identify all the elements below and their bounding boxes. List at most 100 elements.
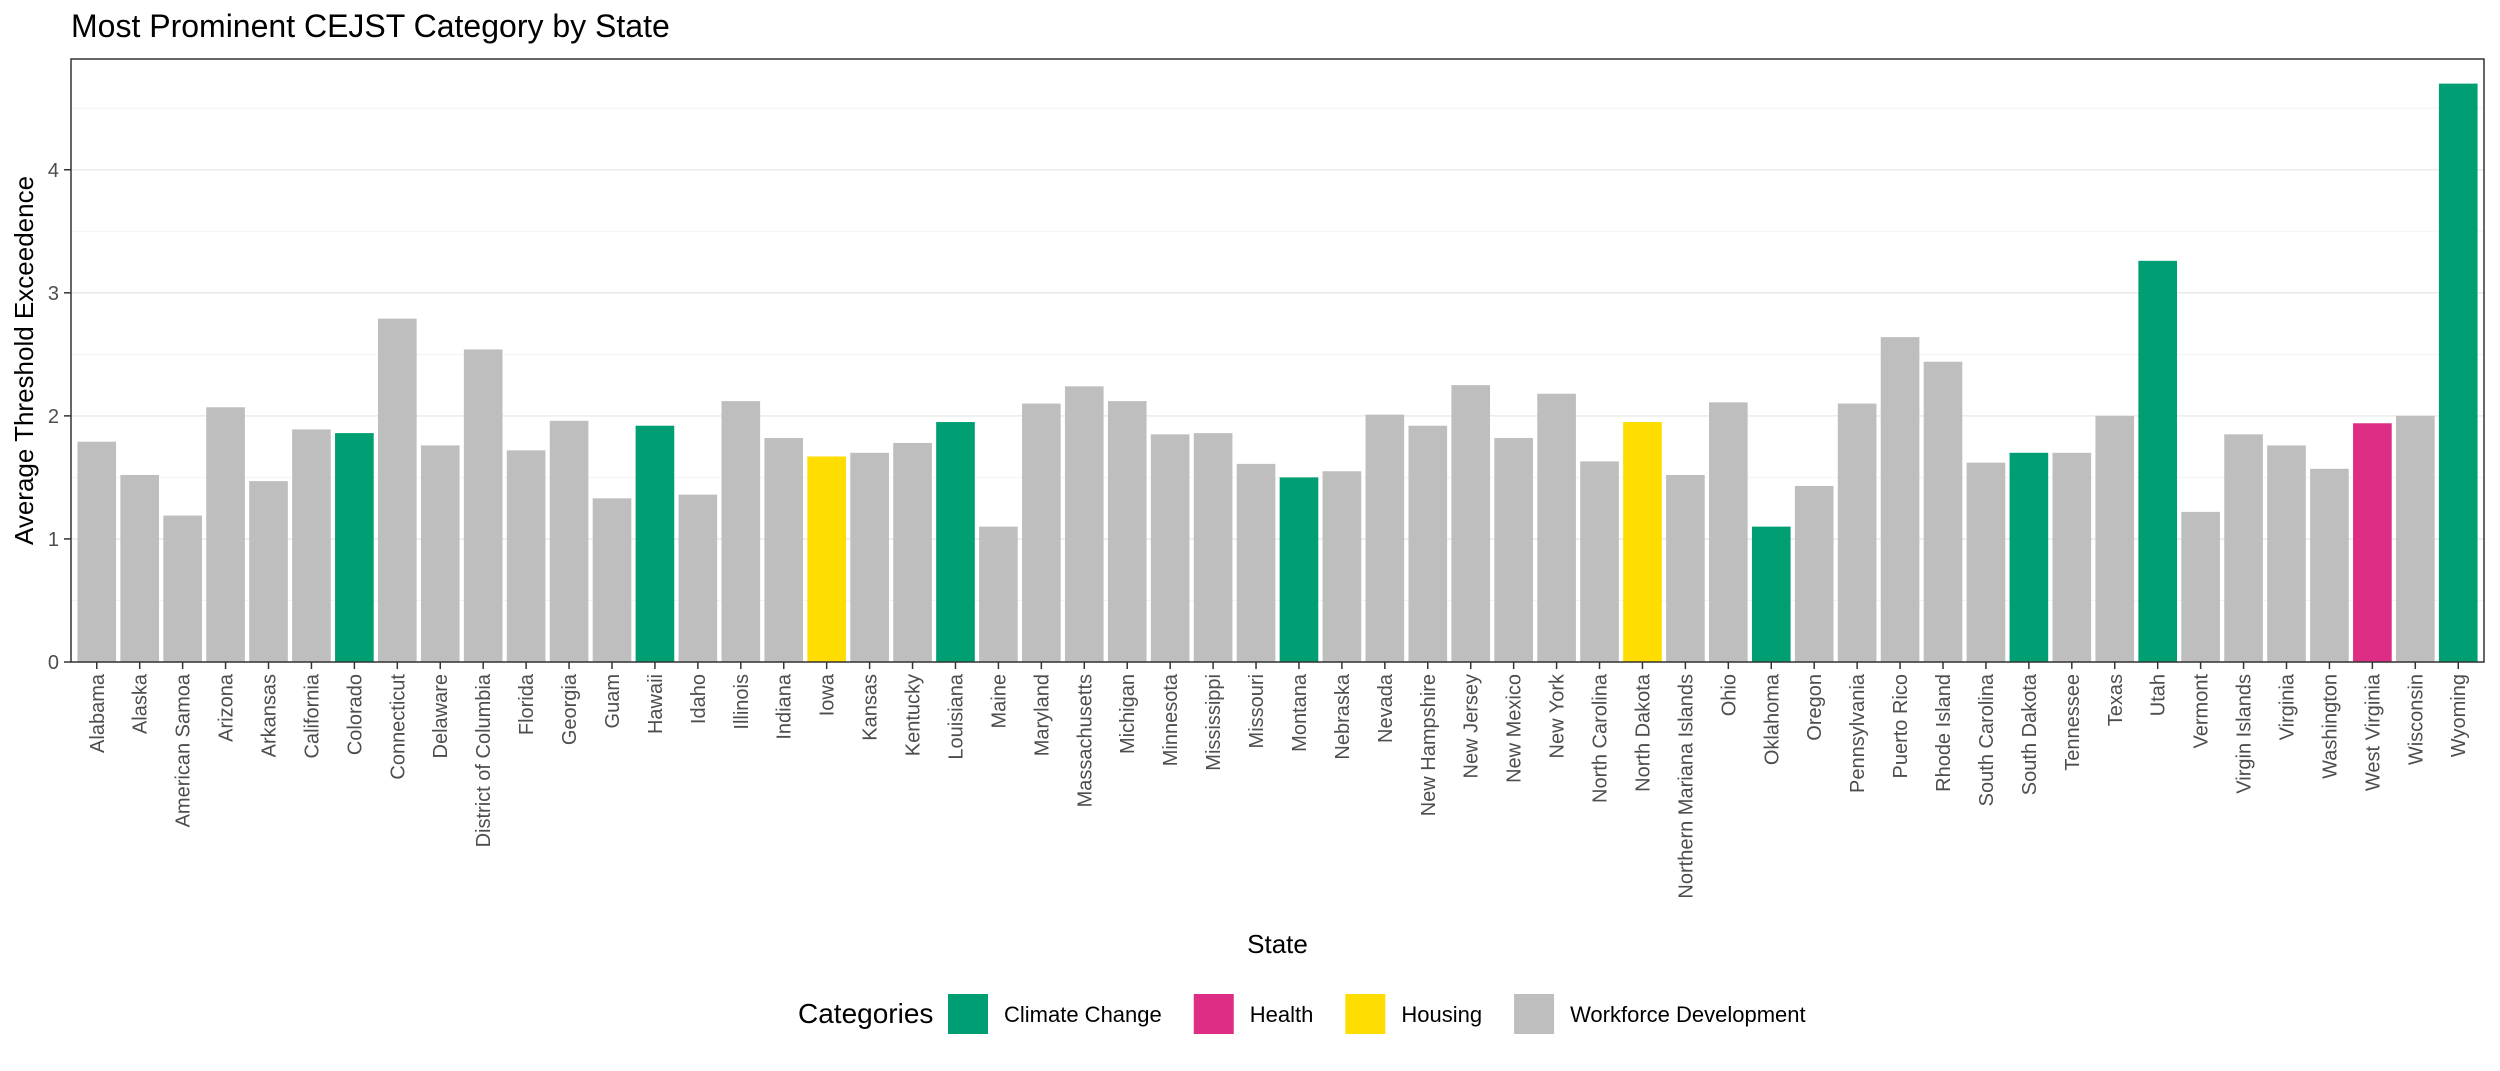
x-tick-label: Delaware [430, 674, 452, 758]
bar [2009, 452, 2049, 662]
legend-key [1193, 994, 1234, 1034]
x-tick-label: Idaho [688, 674, 710, 724]
x-tick-label: North Carolina [1590, 673, 1612, 803]
bar [206, 407, 245, 662]
bar [1365, 414, 1405, 662]
x-tick-label: Missouri [1246, 674, 1268, 748]
x-tick-label: West Virginia [2362, 673, 2384, 791]
x-tick-label: California [301, 673, 323, 758]
x-tick-label: Hawaii [645, 674, 667, 734]
bar [1064, 386, 1104, 662]
bar [1751, 526, 1791, 662]
chart-title: Most Prominent CEJST Category by State [71, 8, 670, 44]
x-tick-label: American Samoa [173, 673, 195, 827]
x-tick-label: South Dakota [2019, 673, 2041, 795]
x-tick-label: Northern Mariana Islands [1675, 674, 1697, 899]
legend-label: Climate Change [1004, 1002, 1162, 1027]
x-tick-label: New Mexico [1504, 674, 1526, 783]
legend: Categories Climate Change Health Housing Wor… [798, 994, 1806, 1034]
x-tick-label: Arizona [216, 673, 238, 742]
x-tick-label: Wisconsin [2405, 674, 2427, 765]
bar [1150, 434, 1190, 662]
bar [1408, 425, 1448, 662]
bar [463, 349, 503, 662]
x-tick-label: Nevada [1375, 673, 1397, 743]
x-tick-label: New Jersey [1461, 674, 1483, 778]
bar [979, 526, 1018, 662]
x-tick-label: Montana [1289, 673, 1311, 752]
x-axis: Alabama Alaska American Samoa Arizona Arkans… [87, 662, 2470, 899]
x-tick-label: Ohio [1718, 674, 1740, 716]
x-tick-label: Iowa [817, 673, 839, 716]
x-tick-label: Georgia [559, 673, 581, 745]
y-axis: 0 1 2 3 4 [48, 160, 71, 674]
bar [1193, 433, 1233, 662]
y-tick-label: 4 [48, 160, 59, 182]
bar [2395, 415, 2435, 662]
x-tick-label: Colorado [344, 674, 366, 755]
y-tick-label: 2 [48, 406, 59, 428]
bar [2310, 468, 2349, 662]
x-tick-label: Minnesota [1160, 673, 1182, 766]
x-tick-label: Connecticut [387, 674, 409, 780]
y-tick-label: 0 [48, 652, 59, 674]
bar [1794, 486, 1834, 662]
x-tick-label: Maine [988, 674, 1010, 728]
bar [1709, 402, 1748, 662]
bar [2353, 423, 2392, 662]
bar [936, 422, 975, 662]
bar [721, 401, 761, 662]
x-tick-label: New York [1547, 673, 1569, 758]
bar [1880, 337, 1920, 662]
x-tick-label: Louisiana [945, 673, 967, 760]
bar [2138, 260, 2178, 662]
bar [807, 456, 846, 662]
x-tick-label: Florida [516, 673, 538, 735]
x-tick-label: Rhode Island [1933, 674, 1955, 792]
bar [2181, 511, 2220, 662]
bar [1322, 471, 1362, 662]
bar [1923, 361, 1963, 662]
x-tick-label: Alabama [87, 673, 109, 753]
x-tick-label: Maryland [1031, 674, 1053, 756]
bar [2095, 415, 2135, 662]
x-tick-label: Virgin Islands [2234, 674, 2256, 794]
bar [1623, 422, 1662, 662]
bar [2438, 83, 2478, 662]
bar [764, 438, 804, 662]
x-tick-label: Michigan [1117, 674, 1139, 754]
x-tick-label: Arkansas [259, 674, 281, 757]
x-axis-title: State [1247, 929, 1308, 959]
x-tick-label: Wyoming [2448, 674, 2470, 757]
bar [1666, 474, 1705, 662]
x-tick-label: Pennsylvania [1847, 673, 1869, 793]
bar [678, 494, 718, 662]
x-tick-label: Oklahoma [1761, 673, 1783, 765]
bars [77, 83, 2478, 662]
bar [377, 318, 417, 662]
bar [1580, 461, 1619, 662]
y-tick-label: 3 [48, 283, 59, 305]
x-tick-label: District of Columbia [473, 673, 495, 847]
x-tick-label: Indiana [774, 673, 796, 739]
bar [506, 450, 546, 662]
legend-key [1514, 994, 1555, 1034]
x-tick-label: Alaska [130, 673, 152, 734]
bar [335, 433, 374, 662]
legend-label: Workforce Development [1570, 1002, 1806, 1027]
bar [592, 498, 632, 662]
bar [2267, 445, 2306, 662]
legend-label: Housing [1401, 1002, 1482, 1027]
legend-key [1345, 994, 1386, 1034]
x-tick-label: Virginia [2276, 673, 2298, 740]
bar [635, 425, 675, 662]
legend-label: Health [1250, 1002, 1314, 1027]
x-tick-label: Texas [2105, 674, 2127, 726]
bar [1022, 403, 1061, 662]
legend-title: Categories [798, 998, 933, 1029]
bar [163, 515, 202, 662]
bar [420, 445, 460, 662]
plot-panel [70, 58, 2485, 663]
bar [120, 474, 160, 662]
